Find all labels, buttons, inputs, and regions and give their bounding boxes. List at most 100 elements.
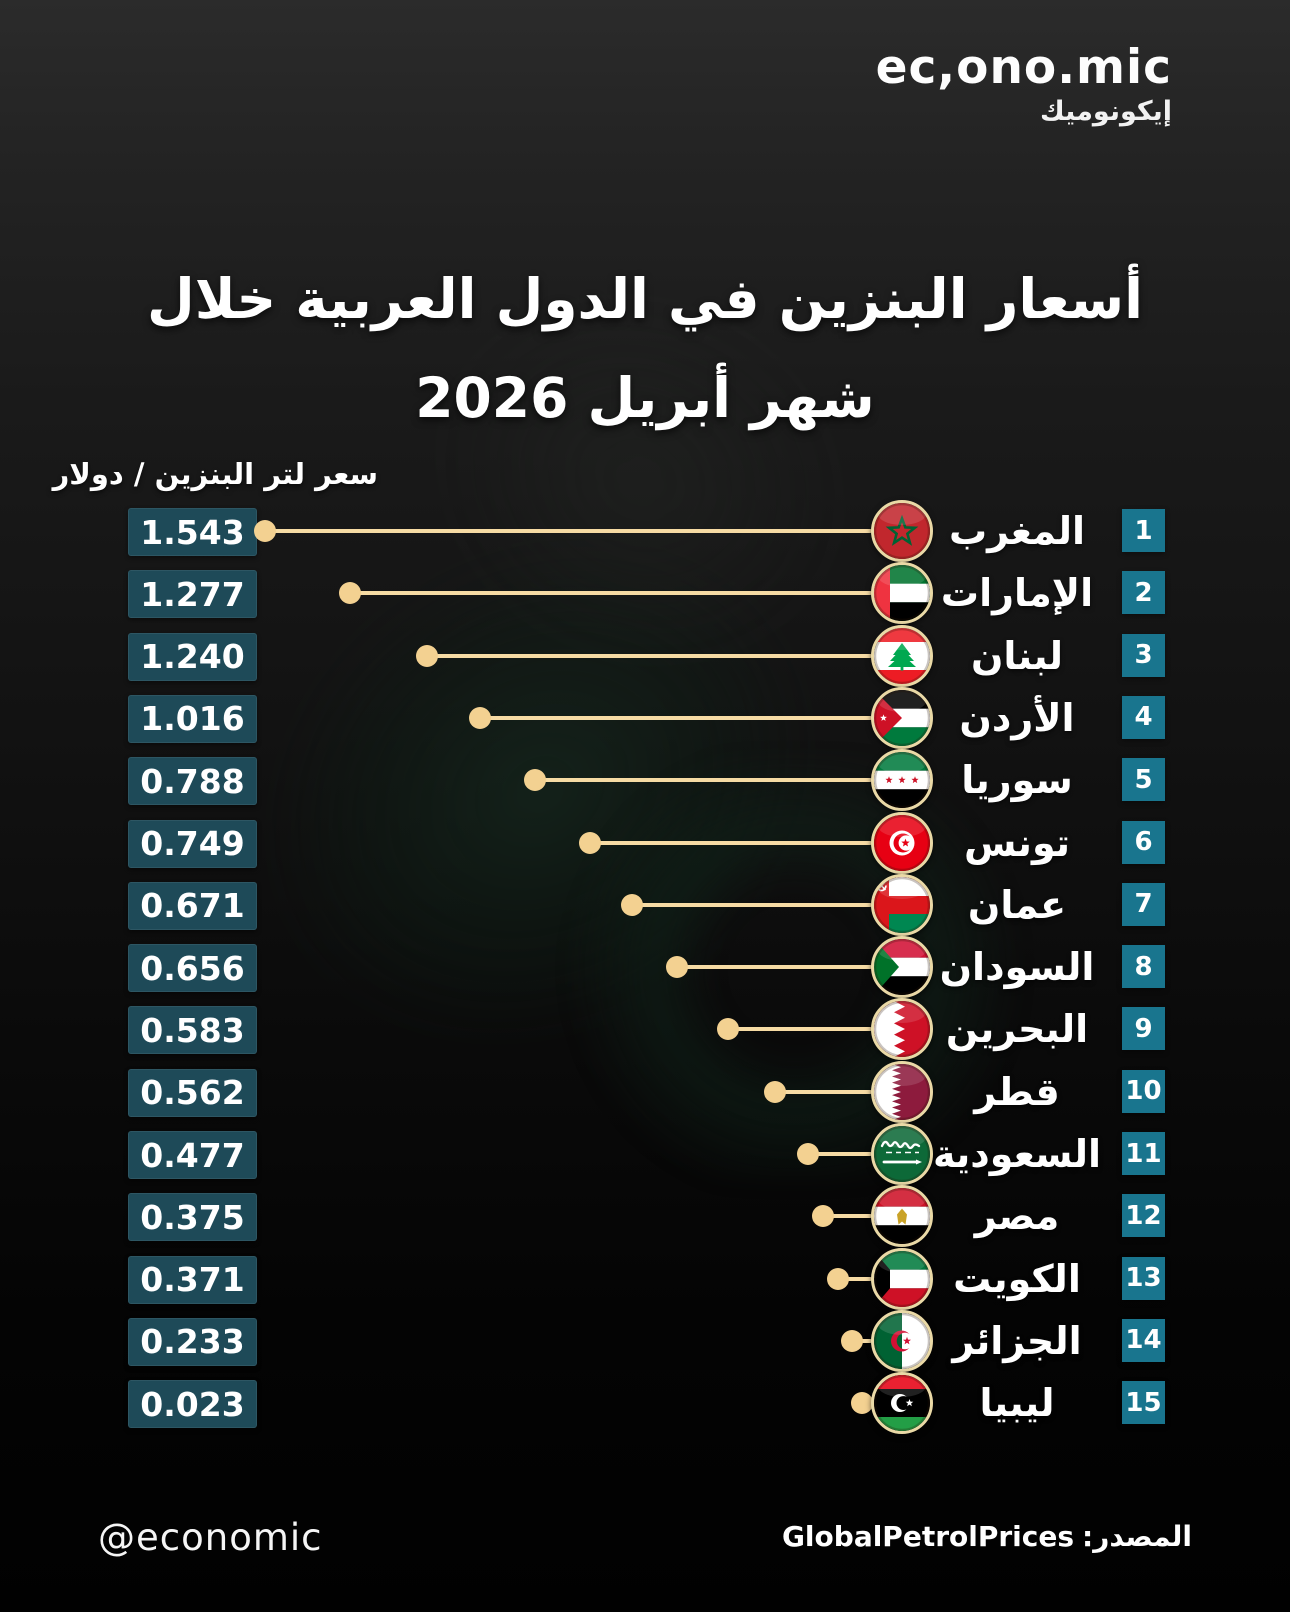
page-title-line1: أسعار البنزين في الدول العربية خلال [147, 267, 1143, 331]
lollipop-line [728, 1027, 872, 1032]
chart-row-lebanon: 1.240 لبنان 3 [0, 624, 1290, 687]
lollipop-dot [579, 831, 601, 854]
flag-icon-egypt [871, 1185, 933, 1248]
country-label-lebanon: لبنان [971, 633, 1063, 678]
lollipop-line [535, 778, 872, 783]
rank-badge-syria: 5 [1122, 758, 1165, 802]
rank-badge-tunisia: 6 [1122, 820, 1165, 864]
price-value-syria: 0.788 [128, 757, 257, 806]
country-label-algeria: الجزائر [952, 1318, 1082, 1363]
country-label-kuwait: الكويت [953, 1256, 1081, 1301]
lollipop-dot [717, 1018, 739, 1041]
price-value-saudi-arabia: 0.477 [128, 1131, 257, 1179]
country-label-uae: الإمارات [940, 571, 1094, 616]
rank-badge-lebanon: 3 [1122, 633, 1165, 677]
flag-icon-libya [871, 1372, 933, 1435]
country-label-morocco: المغرب [948, 509, 1086, 553]
lollipop-line [265, 529, 872, 533]
country-label-qatar: قطر [974, 1069, 1060, 1114]
price-value-libya: 0.023 [128, 1380, 257, 1429]
lollipop-line [838, 1276, 872, 1281]
lollipop-line [823, 1214, 872, 1219]
chart-row-bahrain: 0.583 البحرين 9 [0, 998, 1290, 1061]
flag-icon-syria [871, 749, 933, 812]
price-value-uae: 1.277 [128, 570, 257, 619]
rank-badge-kuwait: 13 [1122, 1256, 1165, 1300]
lollipop-dot [469, 706, 491, 729]
lollipop-dot [764, 1080, 786, 1103]
lollipop-line [775, 1089, 872, 1094]
lollipop-line [480, 715, 872, 720]
chart-row-sudan: 0.656 السودان 8 [0, 936, 1290, 999]
lollipop-dot [827, 1267, 849, 1290]
chart-row-algeria: 0.233 الجزائر 14 [0, 1309, 1290, 1372]
lollipop-dot [851, 1392, 873, 1415]
lollipop-dot [339, 582, 361, 605]
country-label-jordan: الأردن [959, 695, 1075, 740]
lollipop-dot [841, 1329, 863, 1352]
rank-badge-jordan: 4 [1122, 695, 1165, 739]
lollipop-line [808, 1152, 872, 1156]
price-value-kuwait: 0.371 [128, 1255, 257, 1304]
country-label-bahrain: البحرين [945, 1007, 1089, 1052]
country-label-libya: ليبيا [979, 1381, 1055, 1426]
country-label-oman: عمان [967, 882, 1067, 927]
brand-name-latin: ec,ono.mic [875, 40, 1172, 95]
flag-icon-jordan [871, 686, 933, 749]
price-value-egypt: 0.375 [128, 1193, 257, 1242]
chart-row-oman: 0.671 عمان 7 [0, 873, 1290, 936]
lollipop-dot [797, 1143, 819, 1165]
country-label-egypt: مصر [974, 1194, 1060, 1239]
chart-row-egypt: 0.375 مصر 12 [0, 1185, 1290, 1248]
source-credit: المصدر:GlobalPetrolPrices [782, 1520, 1192, 1553]
rank-badge-saudi-arabia: 11 [1122, 1132, 1165, 1175]
chart-row-uae: 1.277 الإمارات 2 [0, 562, 1290, 625]
price-value-lebanon: 1.240 [128, 632, 257, 681]
lollipop-dot [254, 520, 276, 542]
country-label-saudi-arabia: السعودية [932, 1132, 1102, 1176]
source-label: المصدر: [1082, 1520, 1192, 1553]
price-value-sudan: 0.656 [128, 944, 257, 993]
flag-icon-algeria [871, 1309, 933, 1372]
chart-row-jordan: 1.016 الأردن 4 [0, 686, 1290, 749]
flag-icon-tunisia [871, 811, 933, 874]
rank-badge-libya: 15 [1122, 1381, 1165, 1425]
price-value-jordan: 1.016 [128, 694, 257, 743]
rank-badge-sudan: 8 [1122, 945, 1165, 989]
lollipop-dot [812, 1205, 834, 1228]
brand-logo: ec,ono.mic إيكونوميك [876, 42, 1172, 127]
flag-icon-qatar [871, 1060, 933, 1123]
lollipop-dot [666, 956, 688, 979]
chart-row-tunisia: 0.749 تونس 6 [0, 811, 1290, 874]
rank-badge-oman: 7 [1122, 882, 1165, 926]
chart-row-morocco: 1.543 المغرب 1 [0, 500, 1290, 562]
rank-badge-algeria: 14 [1122, 1318, 1165, 1362]
chart-row-syria: 0.788 سوريا 5 [0, 749, 1290, 812]
lollipop-line [632, 902, 872, 907]
country-label-tunisia: تونس [963, 820, 1071, 865]
lollipop-dot [416, 644, 438, 667]
chart-row-qatar: 0.562 قطر 10 [0, 1060, 1290, 1123]
flag-icon-uae [871, 562, 933, 625]
flag-icon-lebanon [871, 624, 933, 687]
lollipop-dot [621, 893, 643, 916]
rank-badge-uae: 2 [1122, 571, 1165, 615]
flag-icon-saudi-arabia [871, 1123, 933, 1185]
rank-badge-qatar: 10 [1122, 1069, 1165, 1113]
chart-row-libya: 0.023 ليبيا 15 [0, 1372, 1290, 1435]
social-handle: @economic [98, 1516, 323, 1559]
price-value-bahrain: 0.583 [128, 1006, 257, 1055]
lollipop-line [350, 591, 872, 596]
flag-icon-bahrain [871, 998, 933, 1061]
price-value-qatar: 0.562 [128, 1068, 257, 1117]
lollipop-line [590, 840, 872, 845]
lollipop-line [677, 965, 872, 970]
brand-name-arabic: إيكونوميك [1040, 95, 1172, 127]
page-title: أسعار البنزين في الدول العربية خلال شهر … [0, 250, 1290, 448]
country-label-sudan: السودان [939, 945, 1095, 990]
source-name: GlobalPetrolPrices [781, 1520, 1075, 1553]
rank-badge-bahrain: 9 [1122, 1007, 1165, 1051]
price-value-algeria: 0.233 [128, 1317, 257, 1366]
